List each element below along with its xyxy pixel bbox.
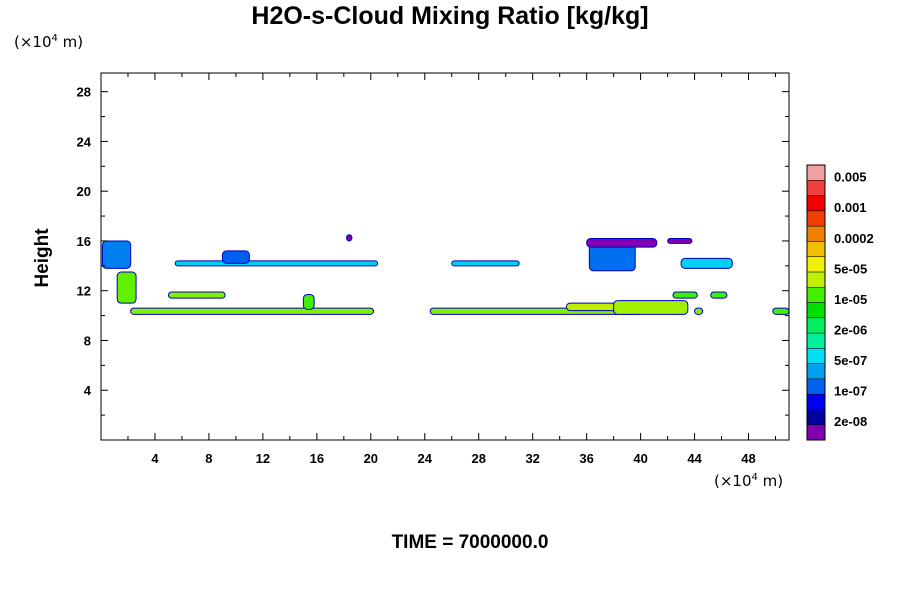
- colorbar-label: 5e-07: [834, 353, 867, 368]
- colorbar-label: 1e-05: [834, 292, 867, 307]
- colorbar-label: 5e-05: [834, 261, 867, 276]
- colorbar-label: 0.005: [834, 170, 867, 185]
- data-region-12: [451, 260, 520, 267]
- x-tick-label: 8: [205, 451, 212, 466]
- colorbar-swatch: [806, 164, 826, 181]
- colorbar-swatch: [806, 424, 826, 441]
- x-tick-label: 12: [256, 451, 270, 466]
- colorbar-swatch: [806, 348, 826, 364]
- plot-frame: [100, 72, 790, 441]
- y-tick-label: 24: [77, 134, 92, 149]
- chart-title: H2O-s-Cloud Mixing Ratio [kg/kg]: [251, 2, 649, 30]
- x-tick-label: 24: [418, 451, 433, 466]
- colorbar-swatch: [806, 210, 826, 227]
- colorbar-label: 1e-07: [834, 384, 867, 399]
- x-tick-label: 4: [151, 451, 159, 466]
- data-region-11: [174, 260, 379, 267]
- data-region-0: [130, 307, 375, 315]
- x-tick-label: 32: [525, 451, 539, 466]
- data-region-4: [694, 307, 704, 315]
- data-region-3: [613, 300, 689, 315]
- colorbar-swatch: [806, 180, 826, 196]
- data-region-5: [772, 307, 790, 315]
- x-axis-unit: (×104 m): [714, 472, 784, 490]
- data-region-7: [672, 291, 698, 299]
- colorbar-label: 0.001: [834, 200, 867, 215]
- x-tick-label: 20: [364, 451, 378, 466]
- x-tick-label: 40: [633, 451, 647, 466]
- colorbar-swatch: [806, 256, 826, 273]
- colorbar-swatch: [806, 195, 826, 212]
- colorbar-swatch: [806, 409, 826, 425]
- colorbar-swatch: [806, 378, 826, 395]
- data-region-8: [710, 291, 728, 299]
- y-axis-unit: (×104 m): [14, 33, 84, 51]
- y-tick-label: 8: [84, 333, 91, 348]
- x-tick-label: 44: [687, 451, 702, 466]
- y-tick-label: 16: [77, 234, 91, 249]
- data-region-2: [565, 302, 621, 312]
- y-tick-label: 4: [84, 383, 92, 398]
- colorbar-swatch: [806, 271, 826, 288]
- colorbar-swatch: [806, 393, 826, 410]
- y-tick-label: 12: [77, 284, 91, 299]
- colorbar-swatch: [806, 225, 826, 242]
- y-tick-label: 28: [77, 85, 91, 100]
- data-region-9: [302, 293, 315, 310]
- colorbar-label: 0.0002: [834, 231, 874, 246]
- colorbar-swatch: [806, 332, 826, 349]
- colorbar-label: 2e-08: [834, 414, 867, 429]
- colorbar-swatch: [806, 363, 826, 380]
- x-tick-label: 28: [471, 451, 485, 466]
- colorbar-frame: [806, 164, 826, 441]
- data-region-19: [346, 234, 353, 242]
- data-region-18: [667, 237, 693, 244]
- data-region-6: [167, 291, 226, 299]
- colorbar-swatch: [806, 286, 826, 303]
- x-tick-label: 48: [741, 451, 755, 466]
- colorbar-swatch: [806, 317, 826, 334]
- colorbar-swatch: [806, 302, 826, 319]
- colorbar-swatch: [806, 241, 826, 257]
- data-region-15: [221, 250, 250, 264]
- data-region-14: [101, 240, 132, 269]
- colorbar-label: 2e-06: [834, 322, 867, 337]
- data-region-10: [116, 271, 137, 304]
- time-label: TIME = 7000000.0: [391, 532, 549, 553]
- data-region-13: [680, 257, 733, 269]
- y-tick-label: 20: [77, 184, 91, 199]
- x-tick-label: 36: [579, 451, 593, 466]
- data-region-17: [586, 237, 658, 248]
- x-tick-label: 16: [310, 451, 324, 466]
